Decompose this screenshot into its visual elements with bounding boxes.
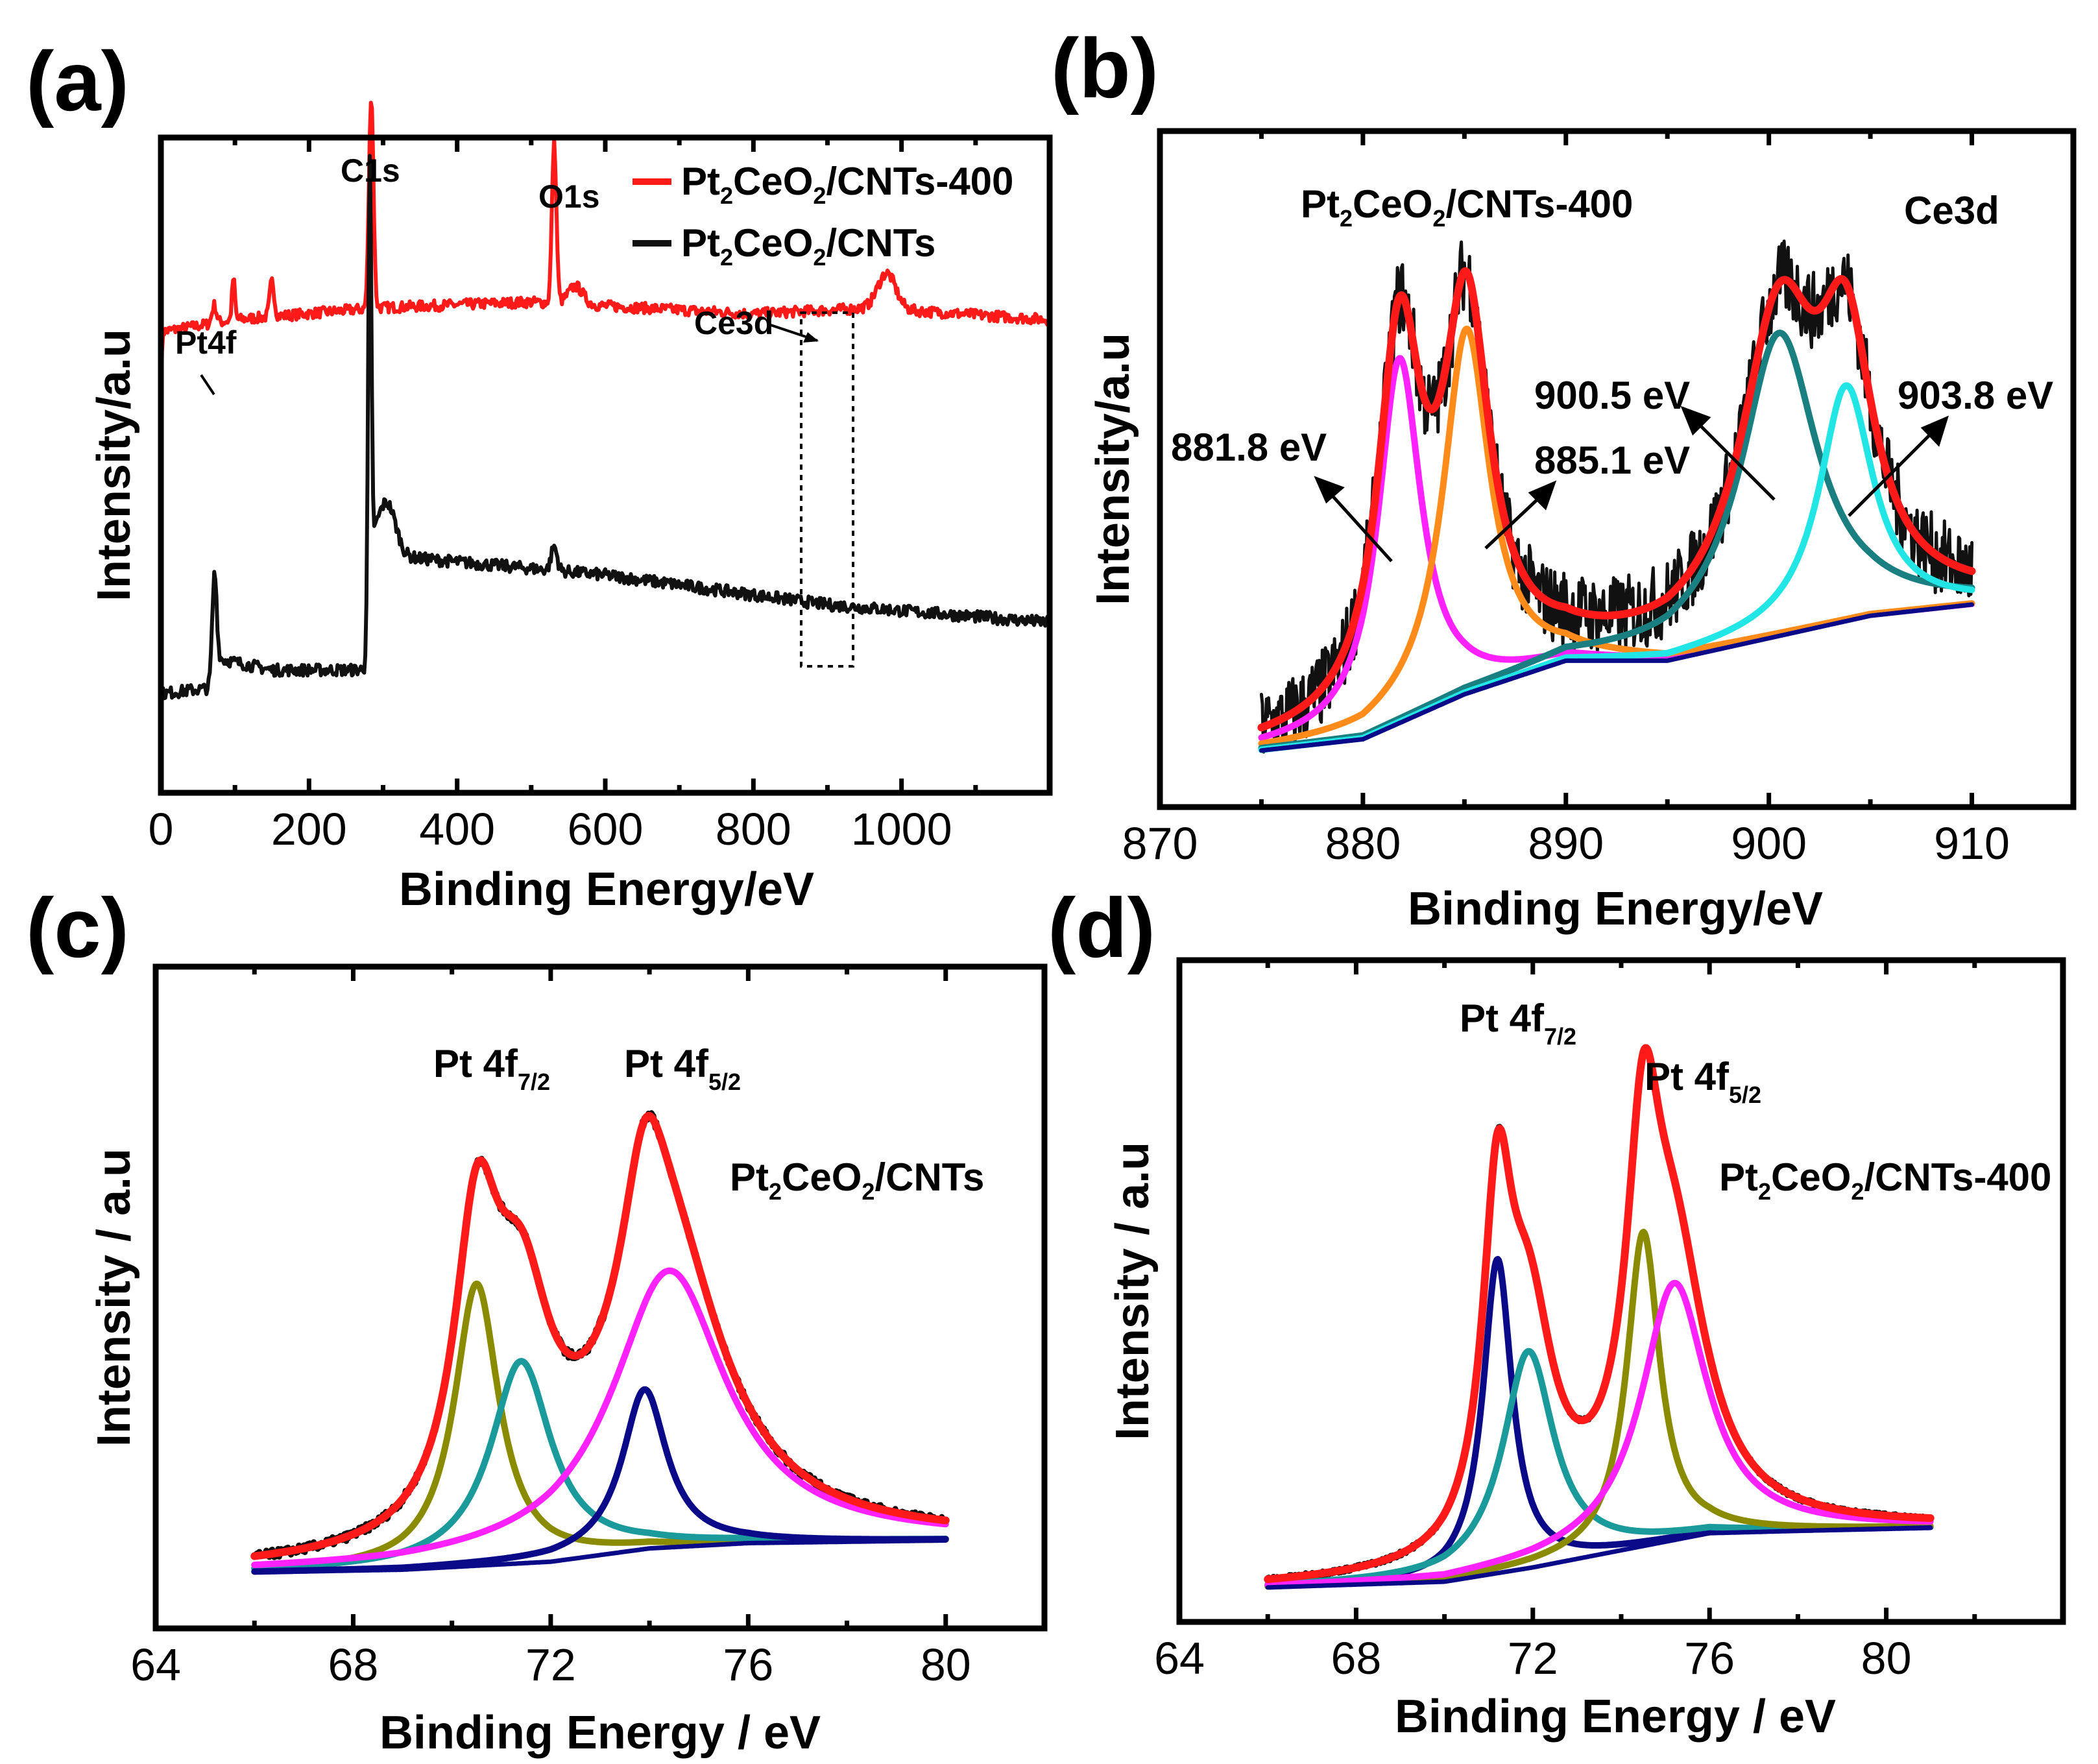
x-tick-label: 76 [723, 1639, 773, 1690]
annotation-o1s: O1s [538, 178, 600, 215]
panel-d-ylabel: Intensity / a.u [1107, 1142, 1159, 1440]
panel-a-ticks: 0 200 400 600 800 1000 [149, 138, 1052, 854]
x-tick-label: 80 [1861, 1633, 1912, 1684]
arrow-881-head [1314, 476, 1345, 504]
x-tick-label: 1000 [851, 804, 952, 854]
peak-label-900: 900.5 eV [1534, 374, 1690, 417]
panel-b-ce3d: Ce3d [1904, 189, 1999, 232]
panel-label-d: (d) [1048, 880, 1155, 975]
arrow-903-head [1920, 415, 1949, 447]
arrow-885-head [1528, 480, 1557, 511]
fit-background [1265, 1525, 1933, 1590]
x-tick-label: 68 [1331, 1633, 1381, 1684]
fit-envelope [250, 1111, 950, 1560]
x-tick-label: 0 [149, 804, 174, 854]
panel-c-xlabel: Binding Energy / eV [380, 1707, 821, 1759]
arrow-900 [1695, 420, 1776, 501]
panel-a-legend: Pt2CeO2/CNTs-400 Pt2CeO2/CNTs [633, 160, 1013, 271]
raw-spectrum [1259, 239, 1974, 754]
panel-label-c: (c) [26, 880, 129, 975]
peak-label-885: 885.1 eV [1534, 439, 1690, 482]
annotation-c1s: C1s [341, 152, 400, 189]
panel-d-ticks: 64 68 72 76 80 [1154, 960, 2066, 1684]
annotation-ce3d-arrowhead [803, 332, 819, 343]
panel-c-ticks: 64 68 72 76 80 [130, 967, 1047, 1690]
fit-component-2 [1264, 1347, 1934, 1588]
fit-component-1 [1264, 1255, 1934, 1589]
x-tick-label: 72 [1508, 1633, 1558, 1684]
panel-b: (b) 870 880 890 900 910 Binding Energy/eV In… [1051, 21, 2077, 935]
panel-label-b: (b) [1051, 21, 1159, 115]
legend-label-cnts: Pt2CeO2/CNTs [681, 221, 935, 271]
panel-c-ylabel: Intensity / a.u [88, 1148, 140, 1447]
x-tick-label: 68 [328, 1639, 379, 1690]
x-tick-label: 200 [271, 804, 347, 854]
ce3d-box [800, 311, 854, 668]
x-tick-label: 880 [1325, 818, 1401, 869]
panel-label-a: (a) [26, 34, 129, 128]
panel-a: (a) 0 200 400 600 800 1000 Binding Energy/eV … [26, 34, 1053, 915]
x-tick-label: 64 [130, 1639, 181, 1690]
x-tick-label: 72 [525, 1639, 576, 1690]
annotation-pt4f-arrow [200, 374, 215, 396]
x-tick-label: 900 [1731, 818, 1807, 869]
arrow-881 [1329, 492, 1393, 562]
panel-d: (d) 64 68 72 76 80 Binding Energy / eV Inten… [1048, 880, 2066, 1743]
panel-b-curves [1257, 239, 1976, 754]
peak-label-d-5-2: Pt 4f5/2 [1645, 1055, 1761, 1108]
fit-component-3 [251, 1267, 949, 1569]
panel-b-sample: Pt2CeO2/CNTs-400 [1301, 182, 1633, 232]
panel-c-frame [152, 963, 1048, 1632]
panel-b-frame [1157, 128, 2077, 810]
fit-component-4 [1264, 1279, 1934, 1588]
panel-d-curves [1264, 1044, 1935, 1590]
legend-label-400: Pt2CeO2/CNTs-400 [681, 160, 1013, 209]
series-cnts-400 [159, 101, 1052, 440]
x-tick-label: 600 [568, 804, 644, 854]
x-tick-label: 890 [1528, 818, 1604, 869]
panel-b-arrows [1314, 405, 1949, 562]
arrow-885 [1484, 495, 1542, 550]
peak-label-c-7-2: Pt 4f7/2 [433, 1042, 550, 1095]
panel-b-ticks: 870 880 890 900 910 [1122, 131, 2076, 869]
panel-a-curves [159, 101, 1052, 701]
peak-label-c-5-2: Pt 4f5/2 [624, 1042, 741, 1095]
panel-a-ylabel: Intensity/a.u [88, 329, 140, 601]
fit-background [1259, 602, 1975, 753]
x-tick-label: 64 [1154, 1633, 1205, 1684]
arrow-903 [1848, 430, 1935, 517]
peak-label-881: 881.8 eV [1171, 426, 1327, 469]
panel-c: (c) 64 68 72 76 80 Binding Energy / eV Inten… [26, 880, 1048, 1759]
x-tick-label: 870 [1122, 818, 1198, 869]
arrow-900-head [1680, 405, 1711, 436]
panel-a-xlabel: Binding Energy/eV [399, 864, 814, 915]
panel-b-ylabel: Intensity/a.u [1087, 333, 1139, 605]
panel-b-xlabel: Binding Energy/eV [1408, 883, 1823, 935]
fit-background [252, 1538, 948, 1575]
x-tick-label: 910 [1934, 818, 2010, 869]
fit-envelope [1264, 1044, 1935, 1584]
peak-label-d-7-2: Pt 4f7/2 [1460, 997, 1576, 1050]
panel-c-curves [250, 1110, 950, 1575]
peak-label-903: 903.8 eV [1898, 374, 2053, 417]
x-tick-label: 400 [419, 804, 495, 854]
panel-d-sample: Pt2CeO2/CNTs-400 [1719, 1155, 2051, 1205]
series-cnts [159, 154, 1052, 701]
x-tick-label: 76 [1684, 1633, 1735, 1684]
panel-c-sample: Pt2CeO2/CNTs [730, 1155, 984, 1205]
fit-envelope [1257, 267, 1976, 732]
x-tick-label: 80 [921, 1639, 971, 1690]
panel-d-xlabel: Binding Energy / eV [1395, 1691, 1836, 1743]
x-tick-label: 800 [716, 804, 791, 854]
annotation-ce3d: Ce3d [694, 305, 773, 341]
annotation-pt4f: Pt4f [175, 324, 237, 361]
